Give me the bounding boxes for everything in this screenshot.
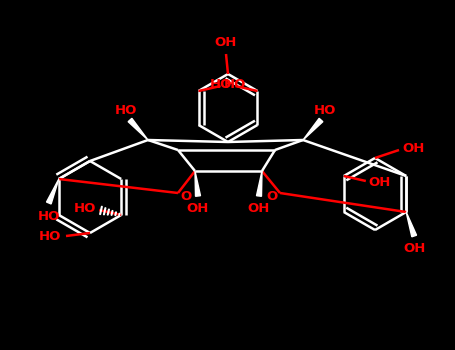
Polygon shape [128,118,148,140]
Polygon shape [257,171,262,196]
Text: HO: HO [314,104,336,117]
Text: HO: HO [115,104,137,117]
Text: HO: HO [209,78,232,91]
Text: OH: OH [248,203,270,216]
Text: HO: HO [38,210,60,223]
Text: HO: HO [39,230,61,243]
Text: OH: OH [187,203,209,216]
Text: HO: HO [74,203,96,216]
Text: O: O [266,190,278,203]
Polygon shape [195,171,201,196]
Polygon shape [46,179,59,204]
Text: OH: OH [403,141,425,154]
Polygon shape [303,118,323,140]
Polygon shape [406,212,416,237]
Text: O: O [180,190,192,203]
Text: HO: HO [223,78,246,91]
Text: OH: OH [403,243,425,256]
Text: OH: OH [369,175,391,189]
Text: OH: OH [215,36,237,49]
